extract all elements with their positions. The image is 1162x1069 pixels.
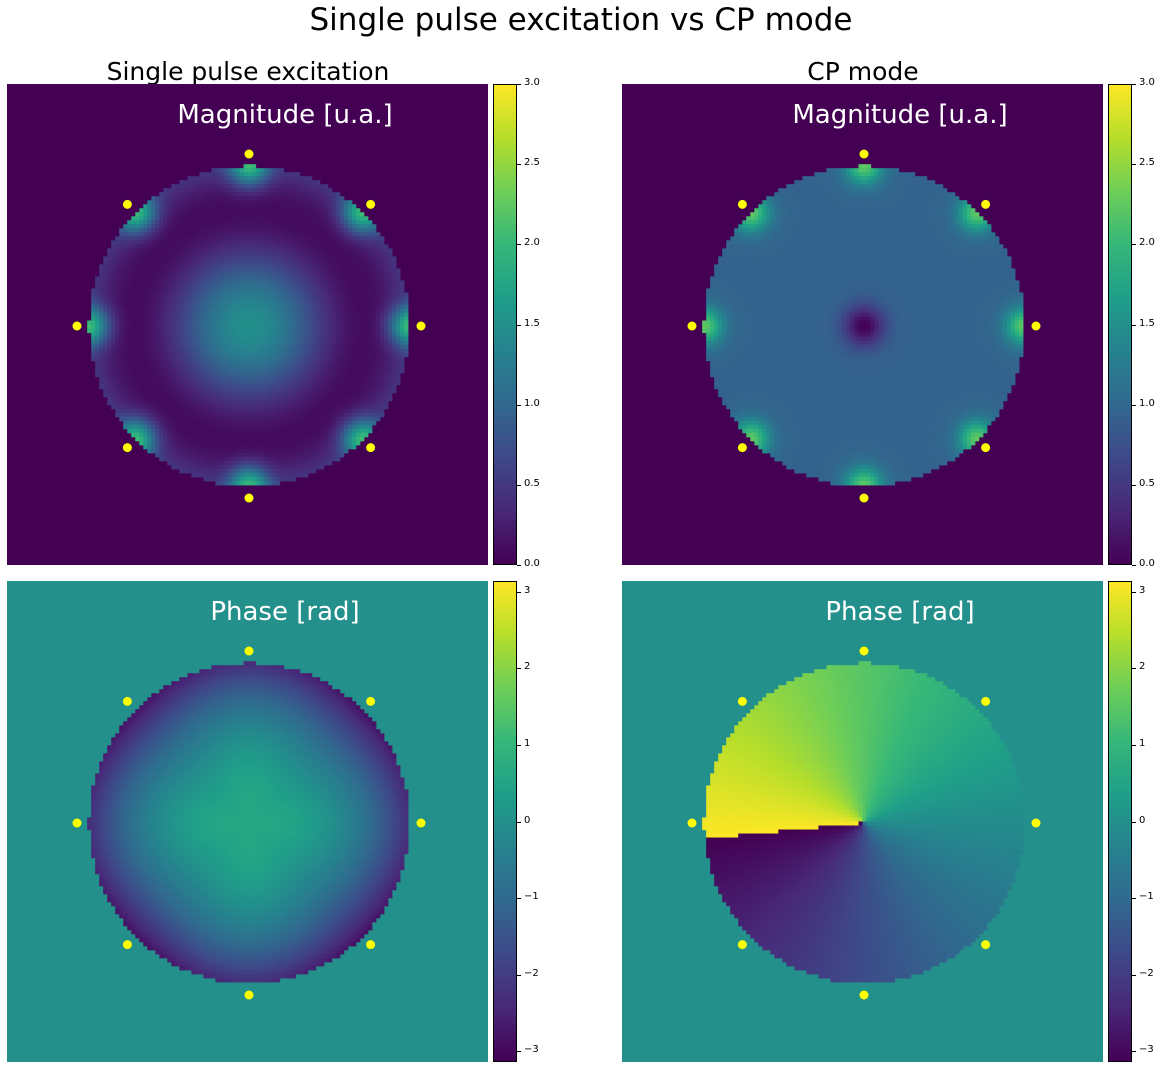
heatmap-cells (702, 164, 1024, 486)
coil-marker (1031, 321, 1041, 331)
coil-marker (687, 321, 697, 331)
magnitude-cp-panel: Magnitude [u.a.] (622, 84, 1103, 565)
coil-marker (859, 493, 869, 503)
coil-marker (1031, 818, 1041, 828)
coil-marker (981, 940, 991, 950)
phase-cp-colorbar: −3 −2 −1 0 1 2 3 (1108, 581, 1154, 1062)
coil-marker (244, 990, 254, 1000)
coil-marker (244, 493, 254, 503)
magnitude-single-colorbar: 0.0 0.5 1.0 1.5 2.0 2.5 3.0 (493, 77, 540, 569)
coil-marker (244, 149, 254, 159)
coil-marker (72, 321, 82, 331)
coil-marker (416, 321, 426, 331)
coil-marker (859, 990, 869, 1000)
magnitude-cp-colorbar: 0.0 0.5 1.0 1.5 2.0 2.5 3.0 (1108, 77, 1155, 569)
column-title-cp: CP mode (621, 57, 1105, 86)
phase-cp-heatmap (622, 581, 1103, 1062)
coil-marker (122, 696, 132, 706)
panel-label-phase-single: Phase [rad] (7, 597, 488, 627)
heatmap-cells (87, 661, 409, 983)
phase-single-panel: Phase [rad] (7, 581, 488, 1062)
coil-marker (366, 443, 376, 453)
coil-marker (737, 696, 747, 706)
magnitude-cp-heatmap (622, 84, 1103, 565)
coil-marker (859, 149, 869, 159)
coil-marker (416, 818, 426, 828)
heatmap-cells (87, 164, 409, 486)
coil-marker (366, 199, 376, 209)
coil-marker (687, 818, 697, 828)
coil-marker (122, 443, 132, 453)
coil-marker (737, 940, 747, 950)
panel-label-phase-cp: Phase [rad] (622, 597, 1103, 627)
coil-marker (981, 443, 991, 453)
phase-single-colorbar: −3 −2 −1 0 1 2 3 (493, 581, 539, 1062)
magnitude-single-heatmap (7, 84, 488, 565)
coil-marker (366, 696, 376, 706)
column-title-single: Single pulse excitation (6, 57, 490, 86)
coil-marker (737, 443, 747, 453)
coil-marker (244, 646, 254, 656)
phase-single-heatmap (7, 581, 488, 1062)
coil-marker (859, 646, 869, 656)
coil-marker (737, 199, 747, 209)
heatmap-cells (702, 661, 1024, 983)
coil-marker (122, 940, 132, 950)
coil-marker (366, 940, 376, 950)
figure-suptitle: Single pulse excitation vs CP mode (0, 2, 1162, 38)
panel-label-magnitude-single: Magnitude [u.a.] (7, 100, 488, 130)
coil-marker (72, 818, 82, 828)
magnitude-single-panel: Magnitude [u.a.] (7, 84, 488, 565)
coil-marker (981, 199, 991, 209)
phase-cp-panel: Phase [rad] (622, 581, 1103, 1062)
coil-marker (981, 696, 991, 706)
panel-label-magnitude-cp: Magnitude [u.a.] (622, 100, 1103, 130)
coil-marker (122, 199, 132, 209)
